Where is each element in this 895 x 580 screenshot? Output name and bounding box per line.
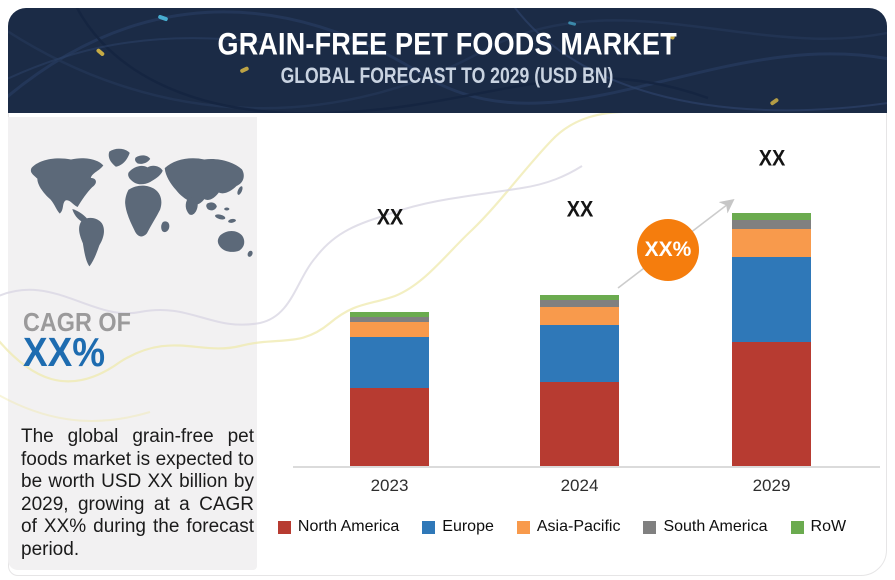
legend-swatch-row: [790, 521, 804, 534]
legend-label-north-america: North America: [297, 518, 400, 535]
legend-swatch-asia-pacific: [516, 521, 530, 534]
segment-europe-2023: [350, 337, 429, 388]
x-axis-label-2023: 2023: [370, 476, 409, 495]
bar-2023: [350, 312, 429, 467]
bar-value-label-2024: XX: [566, 197, 593, 222]
legend-item-row: RoW: [790, 518, 847, 536]
market-summary-text: The global grain-free pet foods market i…: [21, 426, 254, 560]
page-title: GRAIN-FREE PET FOODS MARKET: [217, 27, 678, 62]
segment-asia-pacific-2023: [350, 322, 429, 337]
segment-europe-2024: [540, 325, 619, 382]
segment-asia-pacific-2029: [732, 229, 811, 257]
x-axis-label-2024: 2024: [560, 476, 599, 495]
legend-label-asia-pacific: Asia-Pacific: [536, 518, 621, 535]
segment-europe-2029: [732, 257, 811, 342]
segment-north-america-2029: [732, 342, 811, 467]
legend-item-south-america: South America: [643, 518, 768, 536]
page-subtitle: GLOBAL FORECAST TO 2029 (USD BN): [281, 62, 614, 89]
header-banner: GRAIN-FREE PET FOODS MARKET GLOBAL FOREC…: [8, 8, 887, 113]
legend-label-row: RoW: [810, 518, 847, 535]
segment-north-america-2024: [540, 382, 619, 467]
bar-value-label-2023: XX: [376, 205, 403, 230]
legend-item-asia-pacific: Asia-Pacific: [516, 518, 621, 536]
legend-label-south-america: South America: [663, 518, 768, 535]
x-axis-label-2029: 2029: [752, 476, 791, 495]
bar-value-label-2029: XX: [758, 146, 785, 171]
bar-2024: [540, 295, 619, 467]
growth-badge: XX%: [637, 219, 699, 281]
legend-swatch-south-america: [643, 521, 657, 534]
segment-asia-pacific-2024: [540, 307, 619, 325]
legend-swatch-north-america: [277, 521, 291, 534]
legend-label-europe: Europe: [442, 518, 494, 535]
segment-south-america-2024: [540, 300, 619, 307]
segment-south-america-2029: [732, 220, 811, 229]
legend-item-north-america: North America: [277, 518, 400, 536]
segment-north-america-2023: [350, 388, 429, 467]
legend-swatch-europe: [422, 521, 436, 534]
chart-legend: North America Europe Asia-Pacific South Ame…: [257, 518, 867, 536]
legend-item-europe: Europe: [422, 518, 494, 536]
segment-row-2029: [732, 213, 811, 220]
bar-2029: [732, 213, 811, 467]
x-axis-line: [293, 466, 880, 468]
